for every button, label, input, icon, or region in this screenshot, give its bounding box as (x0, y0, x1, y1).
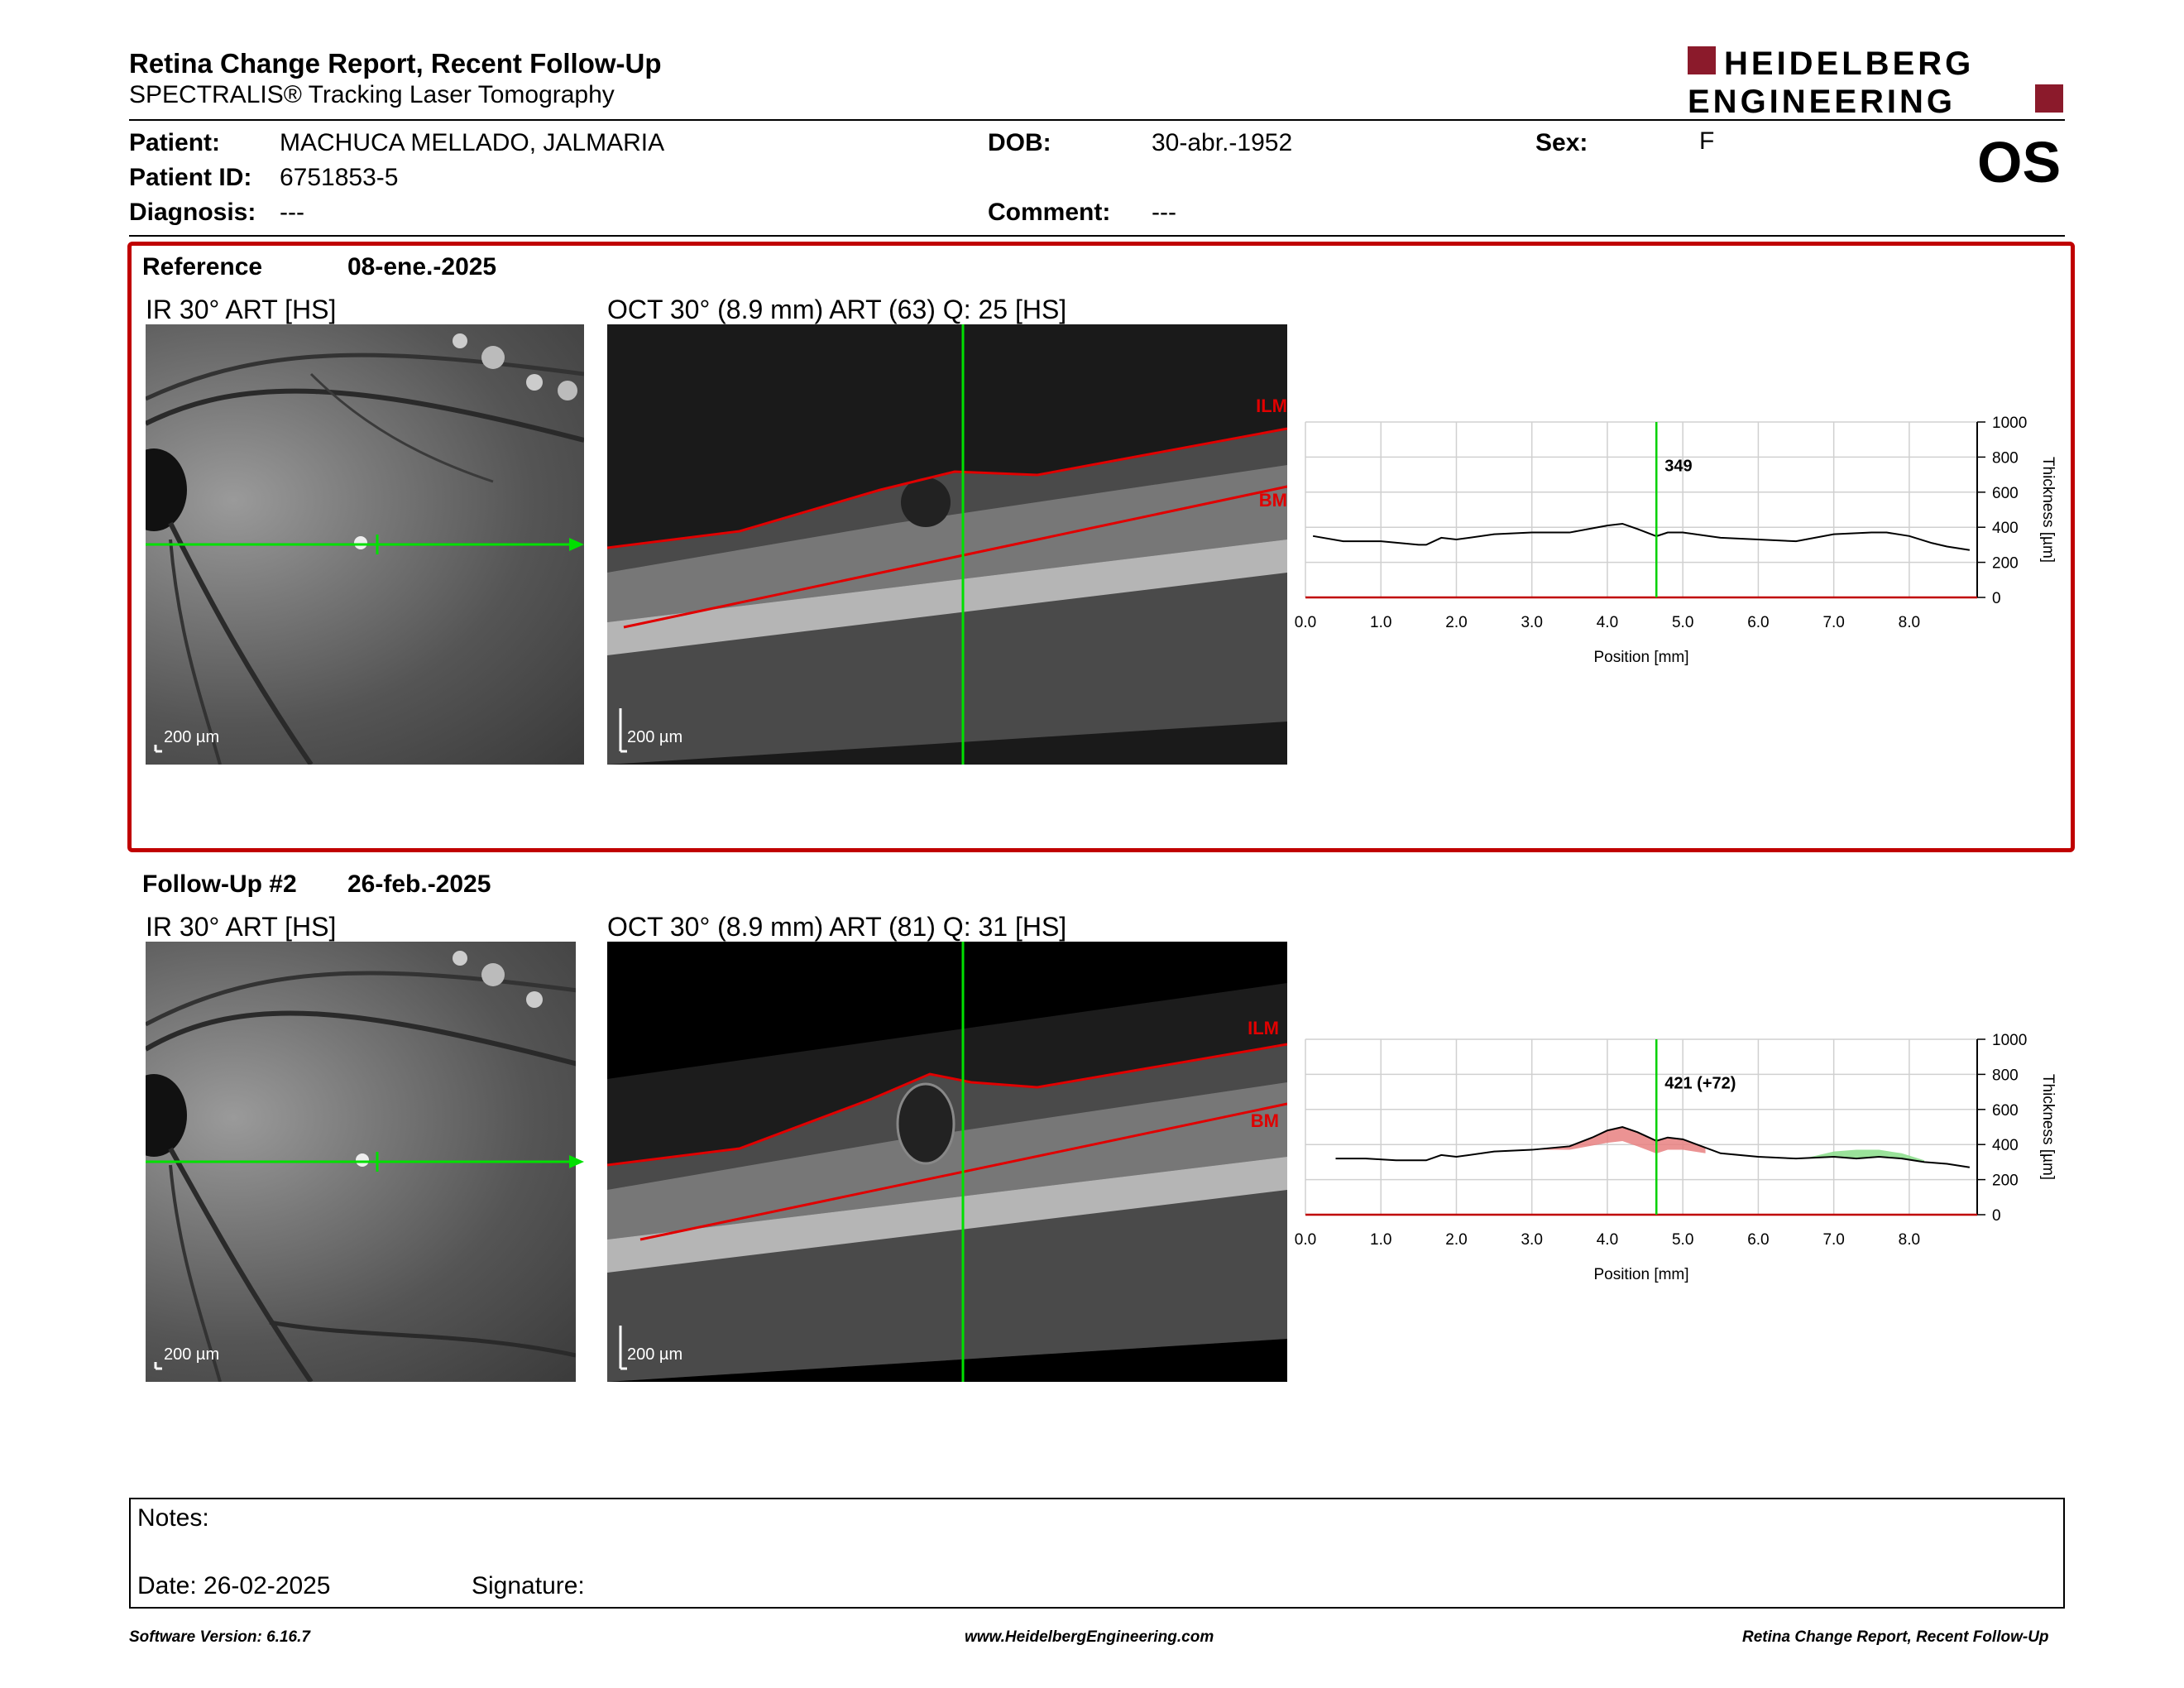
cursor-value-label: 421 (+72) (1664, 1074, 1736, 1092)
patient-label: Patient: (129, 129, 221, 156)
y-axis-label: Thickness [µm] (2039, 457, 2057, 563)
comment-label: Comment: (988, 199, 1111, 226)
x-tick-label: 3.0 (1521, 614, 1542, 631)
dob-value: 30-abr.-1952 (1152, 129, 1293, 156)
reference-ir-image: 200 µm (146, 324, 584, 765)
x-tick-label: 0.0 (1295, 1231, 1316, 1249)
footer-website[interactable]: www.HeidelbergEngineering.com (965, 1628, 1214, 1646)
x-tick-label: 0.0 (1295, 614, 1316, 631)
x-tick-label: 3.0 (1521, 1231, 1542, 1249)
report-subtitle: SPECTRALIS® Tracking Laser Tomography (129, 81, 615, 108)
followup-thickness-chart: 0 200 400 600 800 1000 0.0 1.0 2.0 3.0 4.0 5.0 6.0 7.… (1295, 1032, 2057, 1283)
reference-oct-label: OCT 30° (8.9 mm) ART (63) Q: 25 [HS] (607, 295, 1067, 324)
followup-label: Follow-Up #2 (142, 870, 297, 898)
diagnosis-label: Diagnosis: (129, 199, 256, 226)
diagnosis-value: --- (280, 199, 304, 226)
x-tick-label: 5.0 (1672, 1231, 1693, 1249)
patient-id-label: Patient ID: (129, 164, 252, 191)
footer-software: Software Version: 6.16.7 (129, 1628, 310, 1646)
y-tick-label: 400 (1992, 520, 2019, 537)
followup-ir-label: IR 30° ART [HS] (146, 912, 337, 942)
thickness-line (1312, 522, 1971, 551)
notes-label: Notes: (137, 1504, 209, 1532)
thickness-decrease-region (1803, 1149, 1925, 1163)
y-tick-label: 600 (1992, 485, 2019, 502)
x-tick-label: 8.0 (1899, 1231, 1920, 1249)
followup-oct-image: ILM BM 200 µm (607, 942, 1287, 1382)
x-tick-label: 6.0 (1747, 614, 1769, 631)
reference-oct-scale: 200 µm (627, 728, 683, 746)
footer-report-name: Retina Change Report, Recent Follow-Up (1742, 1628, 2049, 1646)
reference-oct-image: ILM BM 200 µm (607, 324, 1287, 765)
y-tick-label: 200 (1992, 555, 2019, 573)
x-tick-label: 8.0 (1899, 614, 1920, 631)
x-tick-label: 7.0 (1822, 614, 1844, 631)
followup-ir-image: 200 µm (146, 942, 584, 1382)
x-tick-label: 6.0 (1747, 1231, 1769, 1249)
x-tick-label: 2.0 (1445, 614, 1467, 631)
x-tick-label: 4.0 (1597, 1231, 1618, 1249)
y-tick-label: 800 (1992, 1067, 2019, 1084)
sex-label: Sex: (1535, 129, 1588, 156)
x-tick-label: 1.0 (1370, 1231, 1391, 1249)
y-tick-label: 1000 (1992, 415, 2027, 432)
reference-box (127, 242, 2075, 852)
x-tick-label: 4.0 (1597, 614, 1618, 631)
cursor-value-label: 349 (1664, 457, 1692, 475)
x-axis-label: Position [mm] (1593, 649, 1688, 666)
patient-id-value: 6751853-5 (280, 164, 399, 191)
x-tick-label: 1.0 (1370, 614, 1391, 631)
x-tick-label: 2.0 (1445, 1231, 1467, 1249)
followup-ilm-label: ILM (1248, 1018, 1279, 1038)
y-tick-label: 800 (1992, 449, 2019, 467)
y-tick-label: 400 (1992, 1137, 2019, 1154)
y-tick-label: 0 (1992, 590, 2001, 607)
reference-ir-scale: 200 µm (164, 728, 220, 746)
y-tick-label: 200 (1992, 1172, 2019, 1190)
dob-label: DOB: (988, 129, 1051, 156)
x-tick-label: 5.0 (1672, 614, 1693, 631)
reference-bm-label: BM (1259, 490, 1287, 511)
header-divider (129, 119, 2065, 121)
signature-label: Signature: (472, 1572, 585, 1599)
logo-text-1: HEIDELBERG (1724, 46, 1974, 82)
patient-divider (129, 235, 2065, 237)
reference-label: Reference (142, 253, 263, 281)
reference-ir-label: IR 30° ART [HS] (146, 295, 337, 324)
logo-text-2: ENGINEERING (1688, 84, 1956, 117)
notes-date: Date: 26-02-2025 (137, 1572, 331, 1599)
followup-bm-label: BM (1251, 1110, 1279, 1131)
comment-value: --- (1152, 199, 1176, 226)
thickness-line (1335, 1125, 1971, 1168)
followup-ir-scale: 200 µm (164, 1345, 220, 1364)
followup-date: 26-feb.-2025 (347, 870, 491, 898)
reference-date: 08-ene.-2025 (347, 253, 497, 281)
y-tick-label: 0 (1992, 1207, 2001, 1225)
reference-thickness-chart: 0 200 400 600 800 1000 0.0 1.0 2.0 3.0 4.0 5.0 6.0 7.… (1295, 415, 2057, 666)
heidelberg-logo: HEIDELBERG ENGINEERING (1688, 43, 2068, 120)
eye-indicator: OS (1977, 130, 2062, 194)
thickness-increase-region (1531, 1127, 1706, 1154)
notes-box: Notes: Date: 26-02-2025 Signature: (129, 1498, 2065, 1609)
y-axis-label: Thickness [µm] (2039, 1074, 2057, 1180)
sex-value: F (1699, 127, 1715, 155)
y-tick-label: 1000 (1992, 1032, 2027, 1049)
y-tick-label: 600 (1992, 1102, 2019, 1120)
reference-ilm-label: ILM (1256, 396, 1287, 416)
patient-name: MACHUCA MELLADO, JALMARIA (280, 129, 665, 156)
report-title: Retina Change Report, Recent Follow-Up (129, 48, 662, 79)
x-axis-label: Position [mm] (1593, 1266, 1688, 1283)
followup-oct-label: OCT 30° (8.9 mm) ART (81) Q: 31 [HS] (607, 912, 1067, 942)
x-tick-label: 7.0 (1822, 1231, 1844, 1249)
followup-oct-scale: 200 µm (627, 1345, 683, 1364)
